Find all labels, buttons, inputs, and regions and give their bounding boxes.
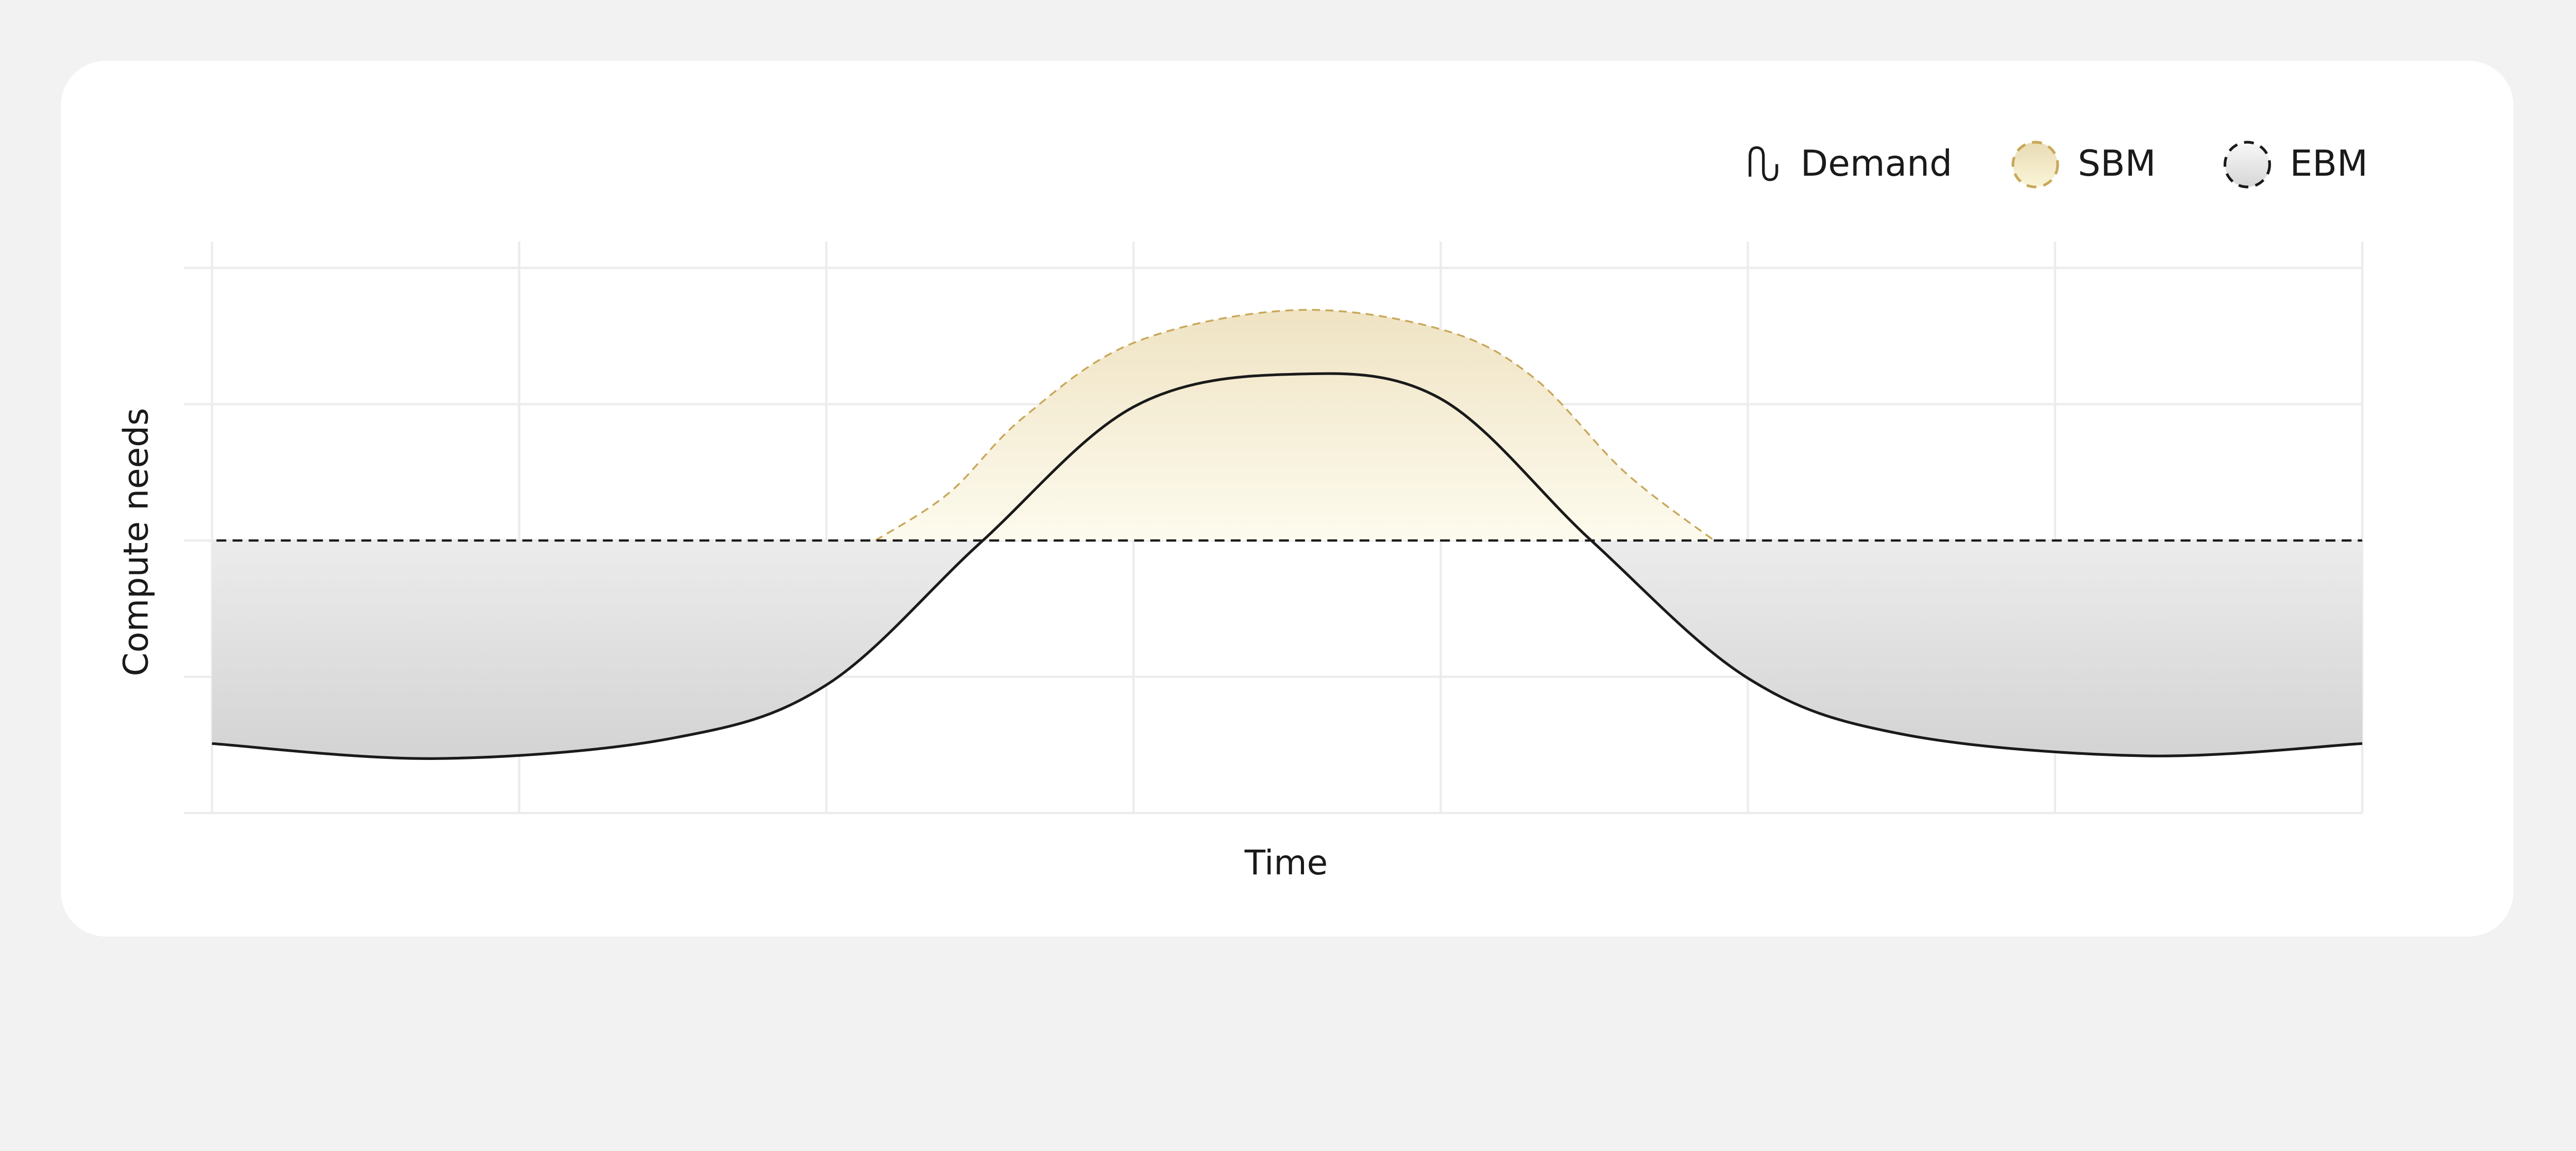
legend-item-ebm: EBM (2223, 141, 2368, 189)
ebm-area (212, 540, 2363, 759)
legend: Demand SBM EBM (1749, 141, 2368, 189)
legend-item-sbm: SBM (2011, 141, 2156, 189)
demand-line (212, 372, 2363, 760)
dashed-circle-gray-icon (2223, 141, 2271, 189)
legend-label: SBM (2078, 143, 2156, 184)
dashed-circle-gold-icon (2011, 141, 2059, 189)
sbm-area (875, 309, 1715, 541)
wave-line-icon (1749, 146, 1778, 181)
x-axis-label: Time (1244, 843, 1328, 883)
y-axis-label: Compute needs (116, 408, 156, 676)
chart: Time Compute needs Demand SBM EBM (61, 61, 2514, 937)
legend-item-demand: Demand (1749, 143, 1952, 184)
legend-label: Demand (1801, 143, 1952, 184)
legend-label: EBM (2290, 143, 2367, 184)
